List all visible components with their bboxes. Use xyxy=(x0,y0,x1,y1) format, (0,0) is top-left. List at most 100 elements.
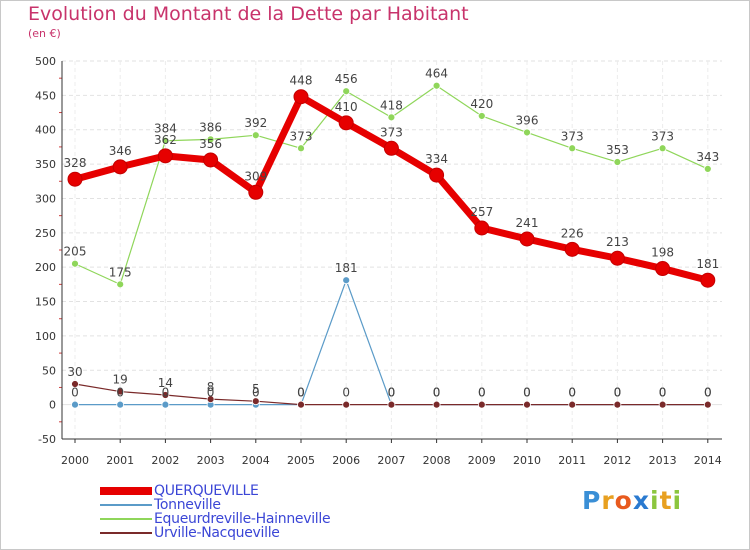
data-point-querqueville-2010 xyxy=(519,231,535,247)
data-point-urville-nacqueville-2014 xyxy=(703,400,712,409)
legend-swatch-urville xyxy=(100,532,152,534)
data-label-querqueville-2013: 198 xyxy=(651,246,674,260)
data-point-equeurdreville-hainneville-2010 xyxy=(523,128,531,137)
data-label-tonneville-2010: 0 xyxy=(523,386,531,400)
data-label-tonneville-2006: 181 xyxy=(335,261,358,275)
data-point-equeurdreville-hainneville-2000 xyxy=(71,259,79,268)
data-label-equeurdreville-hainneville-2009: 420 xyxy=(470,97,493,111)
data-label-equeurdreville-hainneville-2002: 384 xyxy=(154,122,177,136)
data-point-urville-nacqueville-2011 xyxy=(568,400,577,409)
data-point-equeurdreville-hainneville-2008 xyxy=(432,81,441,90)
data-label-equeurdreville-hainneville-2001: 175 xyxy=(109,265,132,279)
y-tick-label-450: 450 xyxy=(35,89,56,102)
data-label-equeurdreville-hainneville-2012: 353 xyxy=(606,143,629,157)
data-label-urville-nacqueville-2012: 0 xyxy=(614,386,622,400)
data-label-equeurdreville-hainneville-2010: 396 xyxy=(516,113,539,127)
data-point-querqueville-2014 xyxy=(700,272,716,288)
data-point-equeurdreville-hainneville-2002 xyxy=(161,136,170,145)
logo-letter: P xyxy=(582,486,602,515)
y-tick-label-500: 500 xyxy=(35,55,56,68)
data-label-tonneville-2000: 0 xyxy=(71,386,79,400)
data-label-urville-nacqueville-2011: 0 xyxy=(568,386,576,400)
data-point-urville-nacqueville-2008 xyxy=(432,400,441,409)
data-point-querqueville-2012 xyxy=(609,250,625,266)
data-label-querqueville-2010: 241 xyxy=(516,216,539,230)
data-label-equeurdreville-hainneville-2000: 205 xyxy=(64,245,87,259)
data-point-equeurdreville-hainneville-2007 xyxy=(387,113,396,122)
data-label-equeurdreville-hainneville-2008: 464 xyxy=(425,67,448,81)
x-tick-label-2013: 2013 xyxy=(649,454,677,467)
data-label-urville-nacqueville-2002: 14 xyxy=(158,376,173,390)
data-point-querqueville-2001 xyxy=(112,159,128,175)
data-label-querqueville-2003: 356 xyxy=(199,137,222,151)
data-label-urville-nacqueville-2003: 8 xyxy=(207,380,215,394)
data-point-equeurdreville-hainneville-2003 xyxy=(206,135,215,144)
logo-letter: i xyxy=(672,486,683,515)
data-label-tonneville-2002: 0 xyxy=(162,386,170,400)
data-label-equeurdreville-hainneville-2004: 392 xyxy=(244,116,267,130)
legend-item-querqueville: QUERQUEVILLE xyxy=(100,483,330,499)
data-label-tonneville-2011: 0 xyxy=(568,386,576,400)
data-point-equeurdreville-hainneville-2004 xyxy=(251,131,260,140)
data-point-equeurdreville-hainneville-2006 xyxy=(342,87,351,96)
data-point-urville-nacqueville-2001 xyxy=(116,387,125,396)
data-label-equeurdreville-hainneville-2005: 373 xyxy=(290,129,313,143)
x-tick-label-2002: 2002 xyxy=(151,454,179,467)
legend-label-equeurdreville: Equeurdreville-Hainneville xyxy=(154,511,331,527)
data-label-querqueville-2009: 257 xyxy=(470,205,493,219)
data-label-querqueville-2004: 309 xyxy=(244,169,267,183)
y-tick-label-400: 400 xyxy=(35,124,56,137)
data-label-tonneville-2014: 0 xyxy=(704,386,712,400)
x-tick-label-2003: 2003 xyxy=(197,454,225,467)
data-point-equeurdreville-hainneville-2001 xyxy=(116,280,125,289)
data-label-equeurdreville-hainneville-2003: 386 xyxy=(199,120,222,134)
data-label-equeurdreville-hainneville-2014: 343 xyxy=(696,150,719,164)
y-tick-label-50: 50 xyxy=(42,364,56,377)
y-tick-label-300: 300 xyxy=(35,192,56,205)
data-point-equeurdreville-hainneville-2005 xyxy=(297,144,305,153)
data-point-tonneville-2002 xyxy=(161,400,170,409)
data-point-equeurdreville-hainneville-2009 xyxy=(477,112,486,120)
data-point-urville-nacqueville-2004 xyxy=(251,397,260,406)
data-label-tonneville-2001: 0 xyxy=(116,386,124,400)
data-point-querqueville-2002 xyxy=(157,148,173,164)
data-label-querqueville-2005: 448 xyxy=(290,74,313,88)
data-point-querqueville-2008 xyxy=(429,167,445,183)
data-label-querqueville-2012: 213 xyxy=(606,235,629,249)
legend-swatch-tonneville xyxy=(100,504,152,506)
data-label-urville-nacqueville-2008: 0 xyxy=(433,386,441,400)
data-label-urville-nacqueville-2014: 0 xyxy=(704,386,712,400)
data-point-urville-nacqueville-2005 xyxy=(297,400,305,409)
x-tick-label-2010: 2010 xyxy=(513,454,541,467)
chart-title: Evolution du Montant de la Dette par Hab… xyxy=(28,3,469,25)
x-tick-label-2001: 2001 xyxy=(106,454,134,467)
x-tick-label-2008: 2008 xyxy=(423,454,451,467)
data-point-tonneville-2006 xyxy=(342,276,351,285)
data-label-tonneville-2005: 0 xyxy=(297,386,305,400)
legend-label-urville: Urville-Nacqueville xyxy=(154,525,280,541)
data-label-querqueville-2002: 362 xyxy=(154,133,177,147)
logo-letter: x xyxy=(632,486,650,515)
data-label-querqueville-2006: 410 xyxy=(335,100,358,114)
data-point-querqueville-2007 xyxy=(383,140,399,156)
data-point-urville-nacqueville-2002 xyxy=(161,391,170,399)
data-point-urville-nacqueville-2007 xyxy=(387,400,396,409)
data-label-tonneville-2012: 0 xyxy=(614,386,622,400)
data-label-urville-nacqueville-2009: 0 xyxy=(478,386,486,400)
x-tick-label-2009: 2009 xyxy=(468,454,496,467)
legend-label-tonneville: Tonneville xyxy=(154,497,221,513)
data-label-querqueville-2008: 334 xyxy=(425,152,448,166)
data-label-tonneville-2013: 0 xyxy=(659,386,667,400)
data-point-urville-nacqueville-2006 xyxy=(342,400,351,409)
legend-label-querqueville: QUERQUEVILLE xyxy=(154,483,259,499)
x-tick-label-2006: 2006 xyxy=(332,454,360,467)
x-tick-label-2000: 2000 xyxy=(61,454,89,467)
legend-swatch-equeurdreville xyxy=(100,518,152,520)
legend: QUERQUEVILLE Tonneville Equeurdreville-H… xyxy=(100,483,331,541)
y-tick-label-0: 0 xyxy=(49,399,56,412)
logo-letter: r xyxy=(601,486,615,515)
legend-item-tonneville: Tonneville xyxy=(100,497,330,513)
legend-swatch-querqueville xyxy=(100,487,152,495)
data-point-tonneville-2001 xyxy=(116,400,125,409)
data-label-urville-nacqueville-2005: 0 xyxy=(297,386,305,400)
